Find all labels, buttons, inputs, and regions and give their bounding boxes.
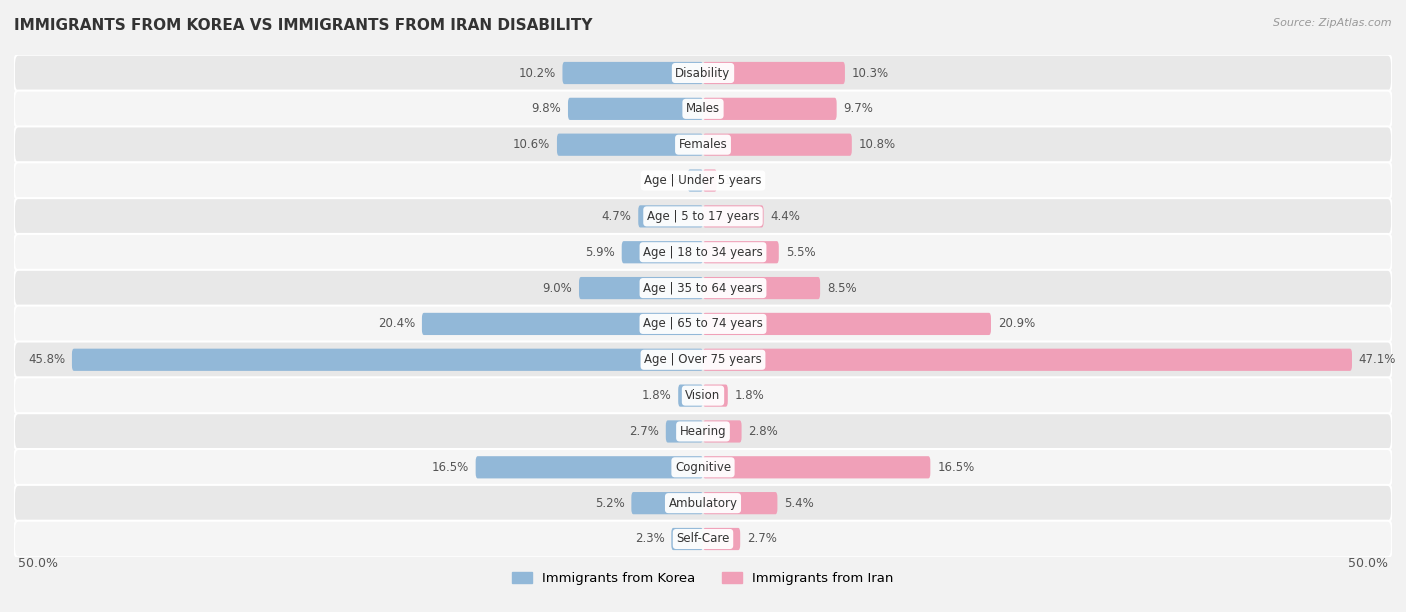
Text: 9.0%: 9.0%	[543, 282, 572, 294]
FancyBboxPatch shape	[703, 456, 931, 479]
Text: 1.1%: 1.1%	[651, 174, 681, 187]
FancyBboxPatch shape	[14, 54, 1392, 91]
FancyBboxPatch shape	[14, 413, 1392, 450]
Text: 16.5%: 16.5%	[432, 461, 468, 474]
FancyBboxPatch shape	[72, 349, 703, 371]
Text: 10.2%: 10.2%	[519, 67, 555, 80]
FancyBboxPatch shape	[621, 241, 703, 263]
Text: Age | 5 to 17 years: Age | 5 to 17 years	[647, 210, 759, 223]
Text: 50.0%: 50.0%	[18, 557, 58, 570]
FancyBboxPatch shape	[14, 485, 1392, 521]
Text: Age | Over 75 years: Age | Over 75 years	[644, 353, 762, 366]
Text: Age | 65 to 74 years: Age | 65 to 74 years	[643, 318, 763, 330]
FancyBboxPatch shape	[703, 528, 740, 550]
Text: 2.8%: 2.8%	[748, 425, 778, 438]
FancyBboxPatch shape	[703, 62, 845, 84]
FancyBboxPatch shape	[703, 170, 717, 192]
Text: Source: ZipAtlas.com: Source: ZipAtlas.com	[1274, 18, 1392, 28]
Text: Age | Under 5 years: Age | Under 5 years	[644, 174, 762, 187]
Text: Disability: Disability	[675, 67, 731, 80]
FancyBboxPatch shape	[475, 456, 703, 479]
Text: 1.8%: 1.8%	[641, 389, 671, 402]
FancyBboxPatch shape	[14, 91, 1392, 127]
FancyBboxPatch shape	[14, 305, 1392, 342]
Text: 2.3%: 2.3%	[634, 532, 665, 545]
FancyBboxPatch shape	[568, 98, 703, 120]
FancyBboxPatch shape	[703, 205, 763, 228]
Text: IMMIGRANTS FROM KOREA VS IMMIGRANTS FROM IRAN DISABILITY: IMMIGRANTS FROM KOREA VS IMMIGRANTS FROM…	[14, 18, 592, 34]
FancyBboxPatch shape	[703, 313, 991, 335]
Text: 5.5%: 5.5%	[786, 246, 815, 259]
Text: 10.8%: 10.8%	[859, 138, 896, 151]
Text: 4.4%: 4.4%	[770, 210, 800, 223]
FancyBboxPatch shape	[562, 62, 703, 84]
FancyBboxPatch shape	[703, 492, 778, 514]
FancyBboxPatch shape	[703, 241, 779, 263]
FancyBboxPatch shape	[14, 162, 1392, 199]
Text: 2.7%: 2.7%	[747, 532, 778, 545]
Text: 50.0%: 50.0%	[1348, 557, 1388, 570]
Text: Age | 35 to 64 years: Age | 35 to 64 years	[643, 282, 763, 294]
FancyBboxPatch shape	[14, 234, 1392, 271]
Text: 10.3%: 10.3%	[852, 67, 889, 80]
FancyBboxPatch shape	[14, 521, 1392, 558]
FancyBboxPatch shape	[14, 341, 1392, 378]
Text: 8.5%: 8.5%	[827, 282, 856, 294]
FancyBboxPatch shape	[557, 133, 703, 156]
FancyBboxPatch shape	[671, 528, 703, 550]
FancyBboxPatch shape	[14, 270, 1392, 307]
FancyBboxPatch shape	[579, 277, 703, 299]
FancyBboxPatch shape	[703, 133, 852, 156]
Text: 16.5%: 16.5%	[938, 461, 974, 474]
FancyBboxPatch shape	[703, 277, 820, 299]
FancyBboxPatch shape	[703, 420, 741, 442]
FancyBboxPatch shape	[631, 492, 703, 514]
FancyBboxPatch shape	[703, 384, 728, 407]
Text: 5.9%: 5.9%	[585, 246, 614, 259]
Text: 20.4%: 20.4%	[378, 318, 415, 330]
FancyBboxPatch shape	[678, 384, 703, 407]
Text: 2.7%: 2.7%	[628, 425, 659, 438]
FancyBboxPatch shape	[14, 198, 1392, 234]
FancyBboxPatch shape	[666, 420, 703, 442]
Text: Ambulatory: Ambulatory	[668, 497, 738, 510]
Text: Females: Females	[679, 138, 727, 151]
Text: 9.7%: 9.7%	[844, 102, 873, 115]
Text: Hearing: Hearing	[679, 425, 727, 438]
Text: Vision: Vision	[685, 389, 721, 402]
FancyBboxPatch shape	[703, 349, 1353, 371]
Text: 5.2%: 5.2%	[595, 497, 624, 510]
Text: 1.8%: 1.8%	[735, 389, 765, 402]
FancyBboxPatch shape	[14, 449, 1392, 485]
Text: 5.4%: 5.4%	[785, 497, 814, 510]
Text: 45.8%: 45.8%	[28, 353, 65, 366]
Text: 10.6%: 10.6%	[513, 138, 550, 151]
Text: Self-Care: Self-Care	[676, 532, 730, 545]
FancyBboxPatch shape	[688, 170, 703, 192]
FancyBboxPatch shape	[14, 378, 1392, 414]
Text: 47.1%: 47.1%	[1358, 353, 1396, 366]
FancyBboxPatch shape	[638, 205, 703, 228]
Text: Age | 18 to 34 years: Age | 18 to 34 years	[643, 246, 763, 259]
Text: Cognitive: Cognitive	[675, 461, 731, 474]
Text: 1.0%: 1.0%	[724, 174, 754, 187]
Legend: Immigrants from Korea, Immigrants from Iran: Immigrants from Korea, Immigrants from I…	[508, 567, 898, 591]
FancyBboxPatch shape	[14, 127, 1392, 163]
Text: 9.8%: 9.8%	[531, 102, 561, 115]
FancyBboxPatch shape	[703, 98, 837, 120]
FancyBboxPatch shape	[422, 313, 703, 335]
Text: 4.7%: 4.7%	[602, 210, 631, 223]
Text: Males: Males	[686, 102, 720, 115]
Text: 20.9%: 20.9%	[998, 318, 1035, 330]
